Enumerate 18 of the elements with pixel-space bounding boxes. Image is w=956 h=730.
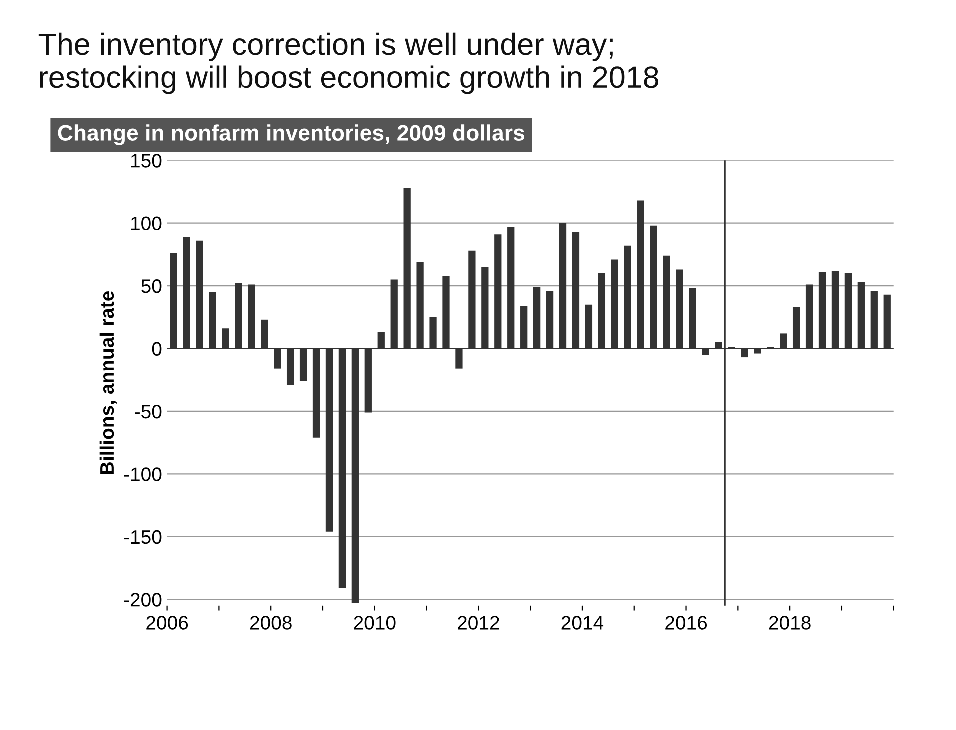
y-tick-label: -150 [124, 530, 162, 544]
x-tick-label: 2008 [250, 616, 292, 630]
y-tick-label: -200 [124, 593, 162, 607]
y-tick-label: -50 [135, 404, 162, 419]
chart-title: The inventory correction is well under way; restocking will boost economic growth in 2018 [38, 32, 659, 94]
y-tick-label: 100 [131, 216, 162, 231]
x-tick-label: 2012 [458, 616, 500, 630]
x-tick-label: 2014 [562, 616, 604, 630]
x-tick-label: 2018 [769, 616, 811, 630]
chart-subtitle: Change in nonfarm inventories, 2009 dollars [58, 124, 524, 146]
y-tick-label: 50 [142, 280, 162, 294]
y-tick-label: 150 [131, 154, 162, 168]
y-axis-title: Billions, annual rate [100, 292, 117, 474]
y-tick-label: -100 [124, 468, 162, 482]
x-tick-label: 2006 [146, 616, 188, 630]
y-tick-label: 0 [152, 342, 162, 356]
x-tick-label: 2010 [354, 616, 396, 630]
x-tick-label: 2016 [666, 616, 708, 630]
